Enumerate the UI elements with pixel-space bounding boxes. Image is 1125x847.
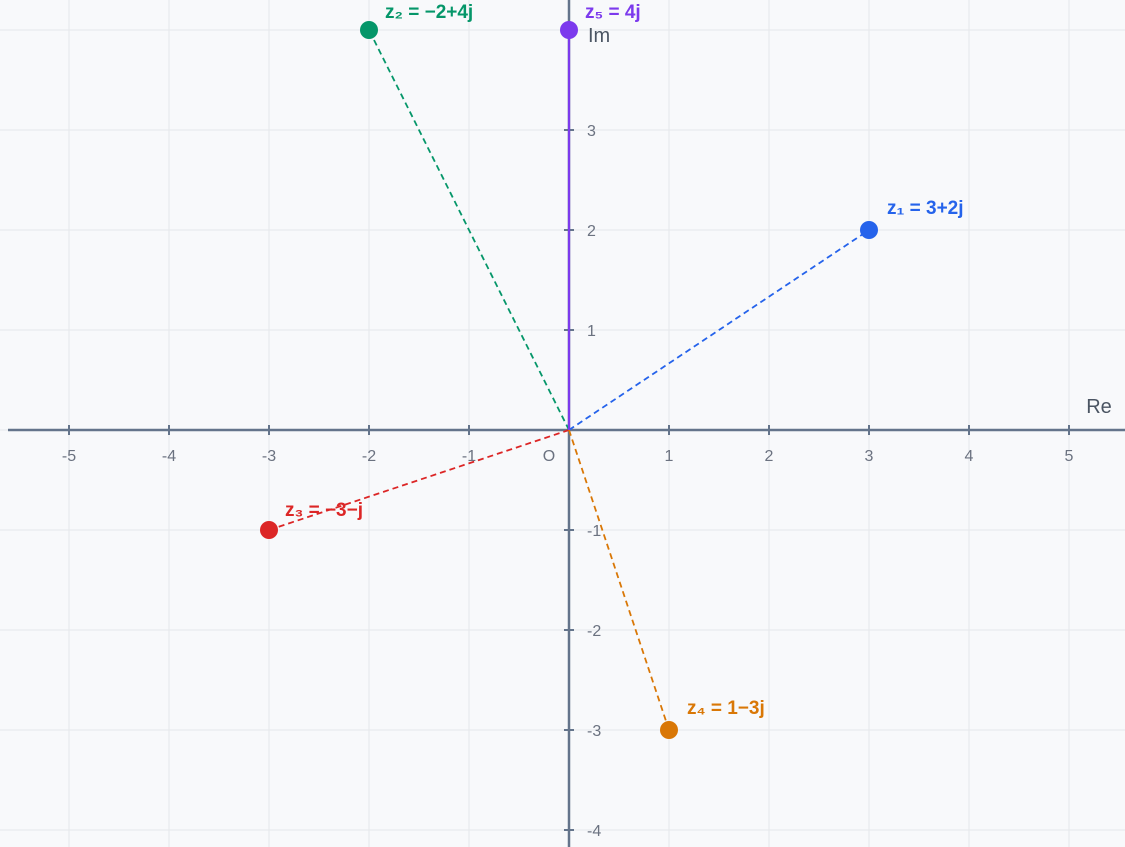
vector-line <box>368 29 570 431</box>
x-tick-label: 2 <box>765 448 774 465</box>
point-label: z₁ = 3+2j <box>887 198 964 219</box>
x-tick-label: -3 <box>262 448 276 465</box>
y-tick-label: 2 <box>587 223 596 240</box>
y-tick-label: -3 <box>587 723 601 740</box>
data-point <box>260 521 278 539</box>
vector-line <box>268 429 570 531</box>
x-tick-label: 5 <box>1065 448 1074 465</box>
point-labels: z₁ = 3+2j z₂ = −2+4j z₃ = −3−j z₄ = 1−3j z₅ … <box>285 2 964 719</box>
x-tick-label: -4 <box>162 448 176 465</box>
x-axis-title: Re <box>1086 396 1112 418</box>
point-label: z₂ = −2+4j <box>385 2 473 23</box>
x-tick-label: -1 <box>462 448 476 465</box>
y-axis-title: Im <box>588 25 610 47</box>
y-tick-label: 3 <box>587 123 596 140</box>
data-point <box>360 21 378 39</box>
data-point <box>860 221 878 239</box>
vector-lines <box>268 29 870 731</box>
data-point <box>660 721 678 739</box>
point-label: z₄ = 1−3j <box>687 698 765 719</box>
x-tick-label: 1 <box>665 448 674 465</box>
y-tick-label: -2 <box>587 623 601 640</box>
vector-line <box>568 229 870 431</box>
x-tick-label: 4 <box>965 448 974 465</box>
point-label: z₅ = 4j <box>585 2 641 23</box>
x-tick-label: -2 <box>362 448 376 465</box>
vector-line <box>568 429 670 731</box>
point-label: z₃ = −3−j <box>285 500 363 521</box>
axes: Re Im O <box>8 0 1125 847</box>
x-tick-label: 3 <box>865 448 874 465</box>
axis-ticks: -5 -4 -3 -2 -1 1 2 3 4 5 -4 -3 -2 -1 1 2 3 <box>62 123 1074 840</box>
data-point <box>560 21 578 39</box>
y-tick-label: -4 <box>587 823 601 840</box>
y-tick-label: -1 <box>587 523 601 540</box>
y-tick-label: 1 <box>587 323 596 340</box>
x-tick-label: -5 <box>62 448 76 465</box>
origin-label: O <box>543 448 555 465</box>
data-points <box>260 21 878 739</box>
